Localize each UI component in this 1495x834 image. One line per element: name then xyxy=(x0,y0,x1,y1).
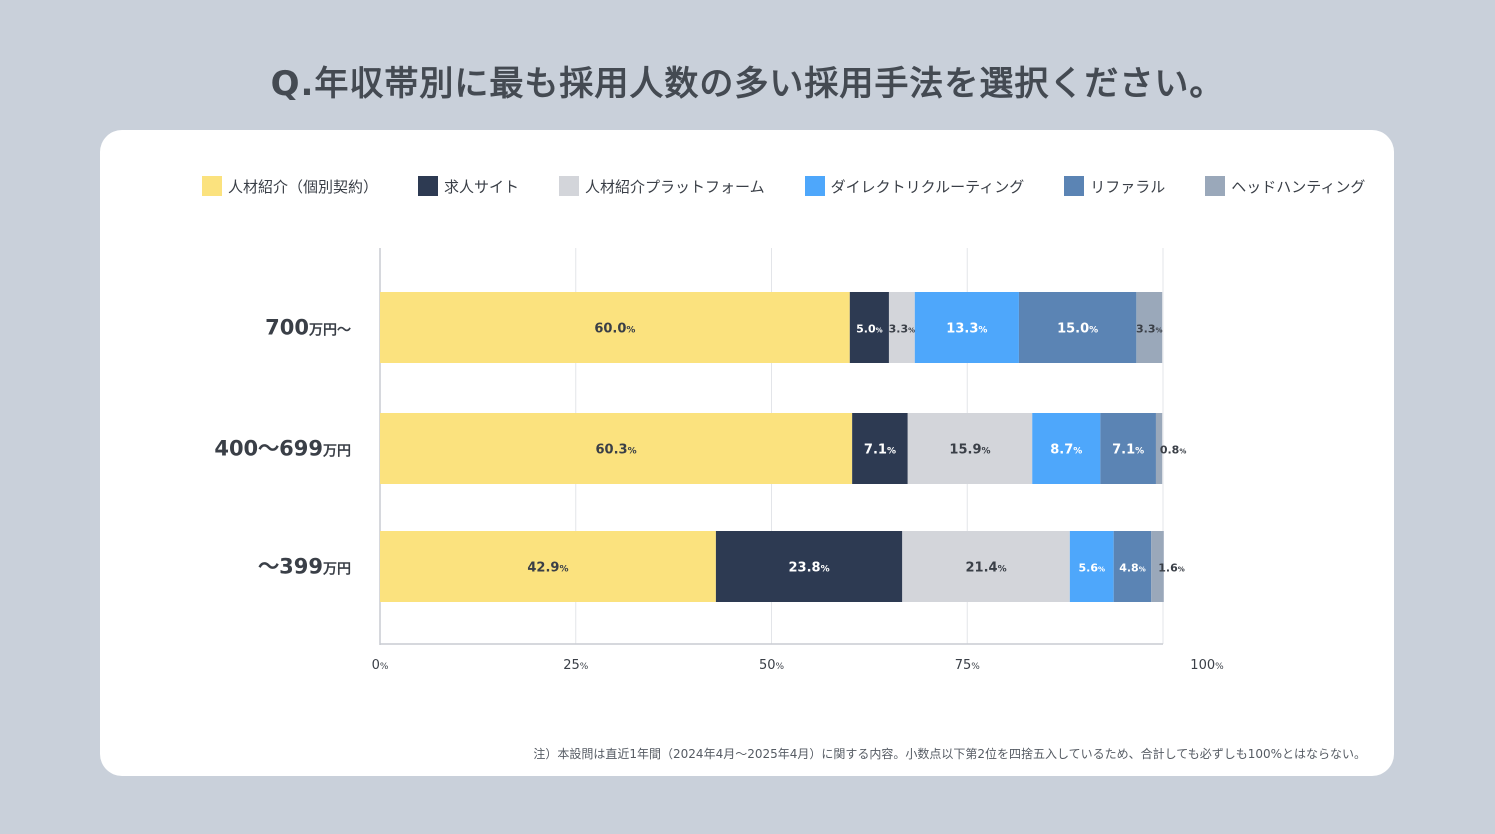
legend-item-2: 人材紹介プラットフォーム xyxy=(559,176,765,197)
category-label: 700万円～ xyxy=(265,316,351,340)
legend-item-1: 求人サイト xyxy=(418,176,519,197)
legend-swatch xyxy=(202,176,222,196)
bar-segment xyxy=(380,531,716,602)
data-label: 21.4% xyxy=(965,561,1006,576)
legend-swatch xyxy=(418,176,439,196)
legend-label: ヘッドハンティング xyxy=(1231,177,1366,196)
footnote: 注）本設問は直近1年間（2024年4月～2025年4月）に関する内容。小数点以下… xyxy=(533,747,1366,761)
legend-label: リファラル xyxy=(1090,177,1166,196)
bar-segment xyxy=(914,292,1019,363)
bar-segment xyxy=(1100,413,1156,484)
page-title: Q.年収帯別に最も採用人数の多い採用手法を選択ください。 xyxy=(270,64,1225,104)
x-tick-label: 25% xyxy=(563,658,589,673)
legend-swatch xyxy=(804,176,825,196)
legend-swatch xyxy=(1205,176,1226,196)
data-label: 60.0% xyxy=(594,322,635,337)
data-label: 3.3% xyxy=(889,323,916,336)
bar-segment xyxy=(1018,292,1137,363)
category-label: ～399万円 xyxy=(258,555,351,579)
legend-item-4: リファラル xyxy=(1064,176,1165,197)
x-tick-label: 50% xyxy=(759,658,785,673)
bar-segment xyxy=(1113,531,1152,602)
bar-segment xyxy=(1069,531,1114,602)
stacked-bar-chart: 0% 25% 50% 75% 100% 700万円～ 60.0% 5.0% 3.3% 13.3% 1… xyxy=(214,248,1224,673)
bar-segment xyxy=(902,531,1070,602)
bar-segment xyxy=(380,413,853,484)
bar-segment xyxy=(852,413,908,484)
legend-label: 人材紹介（個別契約） xyxy=(228,177,379,196)
data-label: 5.6% xyxy=(1078,562,1105,575)
data-label: 1.6% xyxy=(1158,562,1185,575)
bar-segment xyxy=(907,413,1033,484)
category-label: 400～699万円 xyxy=(214,437,351,461)
data-label: 15.0% xyxy=(1057,322,1098,337)
bar-segment xyxy=(888,292,915,363)
bar-segment xyxy=(1155,413,1163,484)
legend-swatch xyxy=(1064,176,1085,196)
legend-swatch xyxy=(559,176,580,196)
x-tick-label: 75% xyxy=(955,658,981,673)
legend-item-0: 人材紹介（個別契約） xyxy=(202,176,378,197)
legend-item-3: ダイレクトリクルーティング xyxy=(804,176,1025,197)
data-label: 60.3% xyxy=(596,443,637,458)
data-label: 15.9% xyxy=(949,443,990,458)
chart-card: 人材紹介（個別契約） 求人サイト 人材紹介プラットフォーム ダイレクトリクルーティング… xyxy=(100,130,1394,776)
bar-segment xyxy=(1151,531,1164,602)
bar-segment xyxy=(380,292,850,363)
data-label: 13.3% xyxy=(946,322,987,337)
x-tick-label: 0% xyxy=(372,658,389,673)
bar-segment xyxy=(1136,292,1163,363)
data-label: 5.0% xyxy=(856,323,883,336)
data-label: 8.7% xyxy=(1050,443,1082,458)
data-label: 0.8% xyxy=(1160,444,1187,457)
data-label: 7.1% xyxy=(1112,443,1144,458)
data-label: 23.8% xyxy=(789,561,830,576)
bar-segment xyxy=(715,531,903,602)
bar-segment xyxy=(1032,413,1101,484)
data-label: 3.3% xyxy=(1136,323,1163,336)
legend-label: ダイレクトリクルーティング xyxy=(830,177,1025,196)
legend-item-5: ヘッドハンティング xyxy=(1205,176,1365,197)
legend: 人材紹介（個別契約） 求人サイト 人材紹介プラットフォーム ダイレクトリクルーティング… xyxy=(202,176,1365,196)
data-label: 4.8% xyxy=(1119,562,1146,575)
bar-segment xyxy=(849,292,889,363)
data-label: 42.9% xyxy=(527,561,568,576)
legend-label: 求人サイト xyxy=(444,177,520,196)
x-tick-label: 100% xyxy=(1190,658,1224,673)
data-label: 7.1% xyxy=(864,443,896,458)
legend-label: 人材紹介プラットフォーム xyxy=(585,177,765,196)
